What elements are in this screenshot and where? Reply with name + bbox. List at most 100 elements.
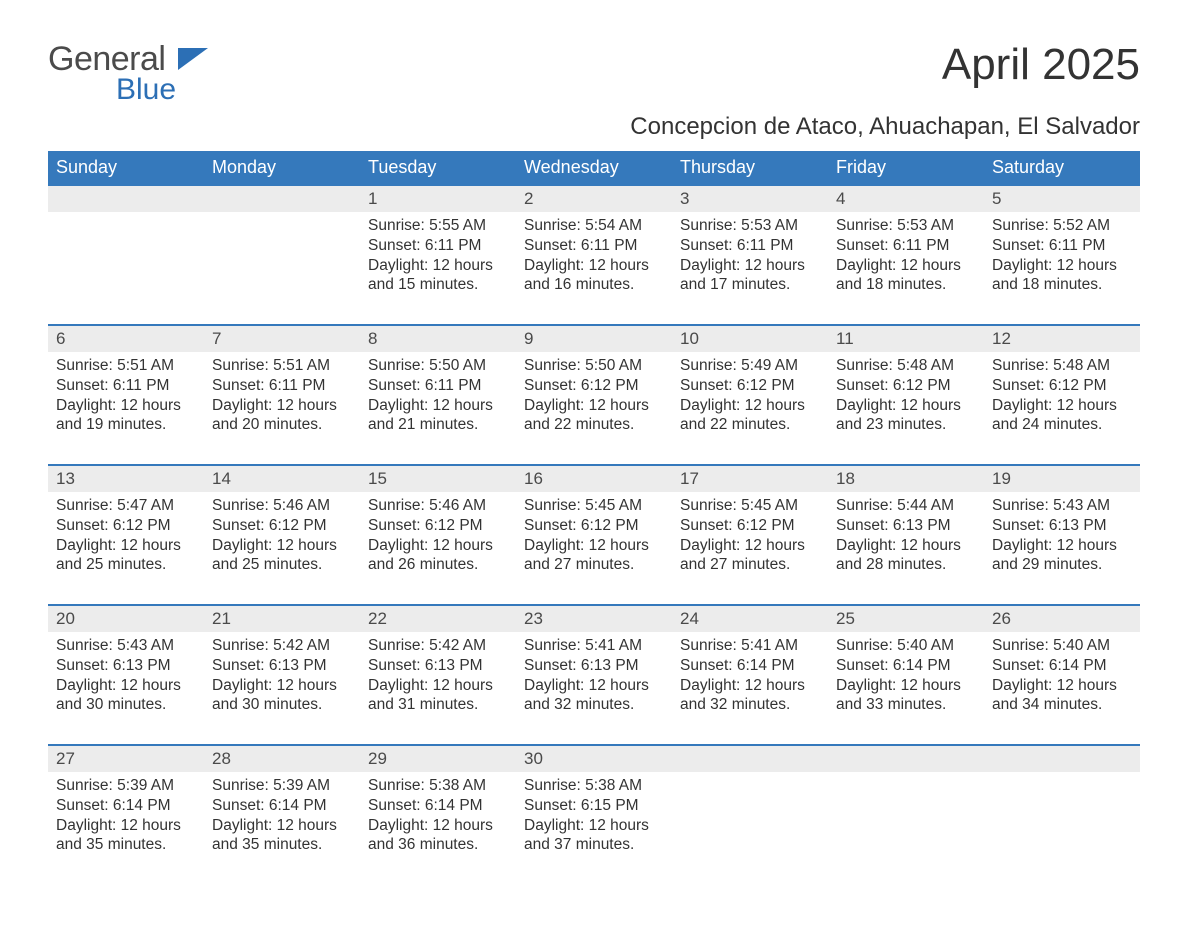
calendar-cell: 21Sunrise: 5:42 AMSunset: 6:13 PMDayligh… [204, 605, 360, 745]
day-number: 22 [360, 606, 516, 632]
day-sunrise: Sunrise: 5:41 AM [680, 636, 820, 656]
day-sunset: Sunset: 6:11 PM [992, 236, 1132, 256]
calendar-cell: 7Sunrise: 5:51 AMSunset: 6:11 PMDaylight… [204, 325, 360, 465]
day-sunrise: Sunrise: 5:48 AM [992, 356, 1132, 376]
calendar-table: SundayMondayTuesdayWednesdayThursdayFrid… [48, 151, 1140, 885]
day-data: Sunrise: 5:43 AMSunset: 6:13 PMDaylight:… [984, 492, 1140, 585]
calendar-cell: 11Sunrise: 5:48 AMSunset: 6:12 PMDayligh… [828, 325, 984, 465]
day-day1: Daylight: 12 hours [368, 816, 508, 836]
day-day2: and 35 minutes. [56, 835, 196, 855]
day-data: Sunrise: 5:41 AMSunset: 6:14 PMDaylight:… [672, 632, 828, 725]
day-sunset: Sunset: 6:12 PM [836, 376, 976, 396]
day-number: 24 [672, 606, 828, 632]
day-data: Sunrise: 5:43 AMSunset: 6:13 PMDaylight:… [48, 632, 204, 725]
day-data: Sunrise: 5:55 AMSunset: 6:11 PMDaylight:… [360, 212, 516, 305]
day-day2: and 18 minutes. [992, 275, 1132, 295]
day-day2: and 36 minutes. [368, 835, 508, 855]
day-number: 28 [204, 746, 360, 772]
calendar-cell: 29Sunrise: 5:38 AMSunset: 6:14 PMDayligh… [360, 745, 516, 885]
weekday-header: Wednesday [516, 151, 672, 185]
day-sunset: Sunset: 6:13 PM [368, 656, 508, 676]
calendar-cell: 1Sunrise: 5:55 AMSunset: 6:11 PMDaylight… [360, 185, 516, 325]
day-day1: Daylight: 12 hours [56, 396, 196, 416]
day-sunrise: Sunrise: 5:43 AM [992, 496, 1132, 516]
day-sunset: Sunset: 6:11 PM [368, 376, 508, 396]
calendar-cell: 13Sunrise: 5:47 AMSunset: 6:12 PMDayligh… [48, 465, 204, 605]
day-day2: and 18 minutes. [836, 275, 976, 295]
day-data: Sunrise: 5:39 AMSunset: 6:14 PMDaylight:… [48, 772, 204, 865]
day-day2: and 26 minutes. [368, 555, 508, 575]
day-sunset: Sunset: 6:12 PM [680, 516, 820, 536]
calendar-cell: 25Sunrise: 5:40 AMSunset: 6:14 PMDayligh… [828, 605, 984, 745]
day-day1: Daylight: 12 hours [524, 536, 664, 556]
calendar-cell: 3Sunrise: 5:53 AMSunset: 6:11 PMDaylight… [672, 185, 828, 325]
day-day2: and 29 minutes. [992, 555, 1132, 575]
calendar-header-row: SundayMondayTuesdayWednesdayThursdayFrid… [48, 151, 1140, 185]
day-day2: and 22 minutes. [524, 415, 664, 435]
day-sunrise: Sunrise: 5:47 AM [56, 496, 196, 516]
day-day2: and 25 minutes. [212, 555, 352, 575]
day-day2: and 33 minutes. [836, 695, 976, 715]
day-sunset: Sunset: 6:12 PM [56, 516, 196, 536]
day-sunrise: Sunrise: 5:38 AM [524, 776, 664, 796]
calendar-cell [828, 745, 984, 885]
weekday-header: Thursday [672, 151, 828, 185]
day-sunset: Sunset: 6:13 PM [56, 656, 196, 676]
day-day1: Daylight: 12 hours [368, 536, 508, 556]
day-sunrise: Sunrise: 5:39 AM [56, 776, 196, 796]
day-data: Sunrise: 5:51 AMSunset: 6:11 PMDaylight:… [204, 352, 360, 445]
day-day1: Daylight: 12 hours [680, 676, 820, 696]
location-subtitle: Concepcion de Ataco, Ahuachapan, El Salv… [48, 113, 1140, 141]
day-sunrise: Sunrise: 5:51 AM [56, 356, 196, 376]
day-sunrise: Sunrise: 5:48 AM [836, 356, 976, 376]
logo-word2: Blue [116, 73, 208, 107]
day-day2: and 32 minutes. [524, 695, 664, 715]
calendar-week: 27Sunrise: 5:39 AMSunset: 6:14 PMDayligh… [48, 745, 1140, 885]
day-day1: Daylight: 12 hours [212, 816, 352, 836]
day-sunset: Sunset: 6:14 PM [836, 656, 976, 676]
day-sunset: Sunset: 6:12 PM [992, 376, 1132, 396]
day-sunset: Sunset: 6:11 PM [368, 236, 508, 256]
day-data: Sunrise: 5:38 AMSunset: 6:14 PMDaylight:… [360, 772, 516, 865]
day-sunset: Sunset: 6:14 PM [368, 796, 508, 816]
day-number: 16 [516, 466, 672, 492]
day-number: 8 [360, 326, 516, 352]
day-data: Sunrise: 5:50 AMSunset: 6:11 PMDaylight:… [360, 352, 516, 445]
calendar-cell: 24Sunrise: 5:41 AMSunset: 6:14 PMDayligh… [672, 605, 828, 745]
calendar-cell: 12Sunrise: 5:48 AMSunset: 6:12 PMDayligh… [984, 325, 1140, 465]
day-number: 27 [48, 746, 204, 772]
day-day1: Daylight: 12 hours [524, 676, 664, 696]
day-sunrise: Sunrise: 5:52 AM [992, 216, 1132, 236]
calendar-cell [48, 185, 204, 325]
day-day2: and 19 minutes. [56, 415, 196, 435]
day-data: Sunrise: 5:53 AMSunset: 6:11 PMDaylight:… [828, 212, 984, 305]
day-number: 18 [828, 466, 984, 492]
day-day1: Daylight: 12 hours [992, 396, 1132, 416]
day-sunrise: Sunrise: 5:51 AM [212, 356, 352, 376]
day-data: Sunrise: 5:40 AMSunset: 6:14 PMDaylight:… [984, 632, 1140, 725]
day-number: 12 [984, 326, 1140, 352]
day-day1: Daylight: 12 hours [368, 256, 508, 276]
calendar-cell: 23Sunrise: 5:41 AMSunset: 6:13 PMDayligh… [516, 605, 672, 745]
day-day1: Daylight: 12 hours [368, 676, 508, 696]
day-number: 3 [672, 186, 828, 212]
day-data: Sunrise: 5:48 AMSunset: 6:12 PMDaylight:… [984, 352, 1140, 445]
day-day1: Daylight: 12 hours [56, 816, 196, 836]
day-sunrise: Sunrise: 5:42 AM [212, 636, 352, 656]
day-number [828, 746, 984, 772]
day-data: Sunrise: 5:47 AMSunset: 6:12 PMDaylight:… [48, 492, 204, 585]
day-sunrise: Sunrise: 5:42 AM [368, 636, 508, 656]
day-sunrise: Sunrise: 5:45 AM [524, 496, 664, 516]
day-day2: and 34 minutes. [992, 695, 1132, 715]
day-day1: Daylight: 12 hours [680, 396, 820, 416]
day-data: Sunrise: 5:45 AMSunset: 6:12 PMDaylight:… [516, 492, 672, 585]
day-sunrise: Sunrise: 5:44 AM [836, 496, 976, 516]
day-day2: and 15 minutes. [368, 275, 508, 295]
day-data: Sunrise: 5:54 AMSunset: 6:11 PMDaylight:… [516, 212, 672, 305]
calendar-cell: 2Sunrise: 5:54 AMSunset: 6:11 PMDaylight… [516, 185, 672, 325]
day-sunset: Sunset: 6:14 PM [56, 796, 196, 816]
day-number: 4 [828, 186, 984, 212]
calendar-cell [672, 745, 828, 885]
day-day1: Daylight: 12 hours [524, 816, 664, 836]
day-data: Sunrise: 5:42 AMSunset: 6:13 PMDaylight:… [204, 632, 360, 725]
